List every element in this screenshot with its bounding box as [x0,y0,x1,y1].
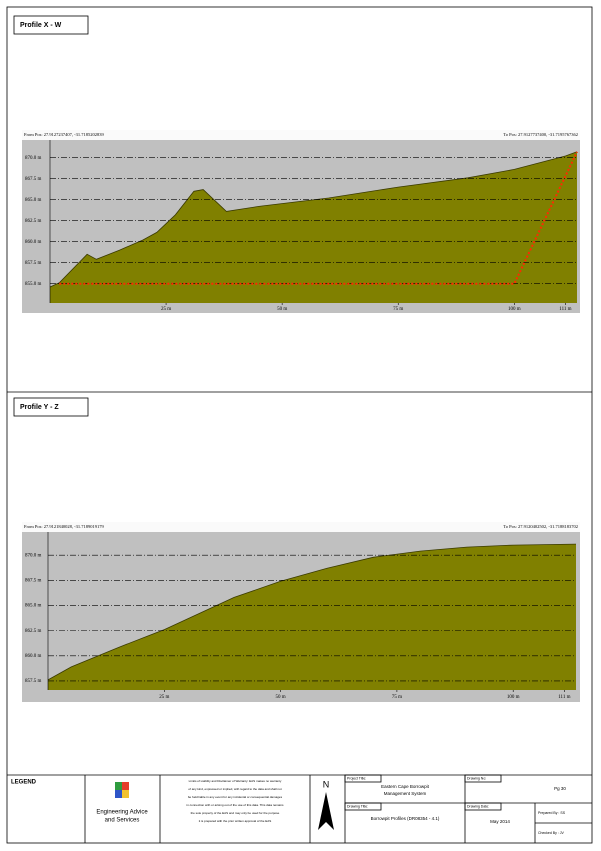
label: Drawing Title: [347,804,368,808]
logo [115,782,129,798]
prepared-by: Prepared By : SS [538,811,566,815]
legend-title: LEGEND [11,780,37,786]
panel-title: Profile X - W [20,22,62,29]
panel-title: Profile Y - Z [20,404,59,411]
to-label: To Pos: 27.9120402502, -31.7188183702 [503,524,578,530]
profile-chart: From Pos: 27.9127237407, -31.7185202839 T… [22,130,580,313]
logo-part [122,782,129,790]
label: Drawing Date: [467,804,489,808]
y-tick-label: 860.0 m [25,654,42,659]
y-tick-label: 870.0 m [25,553,42,558]
x-tick-label: 50 m [276,695,286,700]
y-tick-label: 860.0 m [25,240,42,245]
to-label: To Pos: 27.9127737400, -31.7195767362 [503,132,578,138]
label-box [344,802,382,811]
disclaimer-line: Limits of Liability and Disclaimer of Wa… [189,779,282,783]
disclaimer-line: it is prepared with the prior written ap… [199,819,272,823]
x-tick-label: 75 m [393,307,403,312]
label-box [13,397,89,417]
from-label: From Pos: 27.9121840028, -31.7189019179 [24,524,105,530]
area-fill [50,151,577,303]
disclaimer-line: the sole property of the EAS and may onl… [191,811,280,815]
company: and Services [105,818,140,824]
terrain-line [47,543,577,681]
y-tick-label: 855.0 m [25,282,42,287]
y-tick-label: 857.5 m [25,679,42,684]
logo-part [115,790,122,798]
label-box [344,774,382,783]
x-tick-label: 111 m [559,307,571,312]
y-tick-label: 865.0 m [25,604,42,609]
logo-part [122,790,129,798]
y-tick-label: 862.5 m [25,629,42,634]
north-arrow [318,792,334,830]
y-tick-label: 870.0 m [25,156,42,161]
disclaimer-line: be held liable in any event for any inci… [188,795,283,799]
drawing-no: Pg 30 [554,786,566,791]
header-strip [22,130,580,140]
x-tick-label: 100 m [507,695,520,700]
y-tick-label: 862.5 m [25,219,42,224]
x-tick-label: 50 m [277,307,287,312]
x-tick-label: 25 m [159,695,169,700]
company: Engineering Advice [96,810,148,816]
terrain-line [49,151,578,288]
label: Drawing No: [467,776,486,780]
title-block: LEGEND Engineering Advice and Services L… [7,774,592,843]
north-label: N [323,779,330,789]
page-border [6,6,593,844]
label-box [464,802,502,811]
label: Project Title: [347,776,366,780]
project-title: Management System [384,791,427,796]
route-line [59,151,578,285]
project-title: Eastern Cape Borrowpit [381,784,430,789]
y-tick-label: 867.5 m [25,578,42,583]
from-label: From Pos: 27.9127237407, -31.7185202839 [24,132,105,138]
profile-chart: From Pos: 27.9121840028, -31.7189019179 T… [22,522,580,702]
y-tick-label: 865.0 m [25,198,42,203]
label-box [13,15,89,35]
checked-by: Checked By : JV [538,831,565,835]
y-tick-label: 867.5 m [25,177,42,182]
y-tick-label: 857.5 m [25,261,42,266]
x-tick-label: 111 m [558,695,570,700]
drawing-date: May 2014 [490,819,510,824]
disclaimer-line: of any kind, expressed or implied, with … [188,787,281,791]
label-box [464,774,502,783]
drawing-title: Borrowpit Profiles (DR08354 - 4.1) [371,816,440,821]
x-tick-label: 75 m [392,695,402,700]
x-tick-label: 25 m [161,307,171,312]
x-tick-label: 100 m [508,307,521,312]
header-strip [22,522,580,532]
disclaimer-line: in connection with or arising out of the… [187,803,284,807]
logo-part [115,782,122,790]
disclaimer: Limits of Liability and Disclaimer of Wa… [187,779,284,823]
